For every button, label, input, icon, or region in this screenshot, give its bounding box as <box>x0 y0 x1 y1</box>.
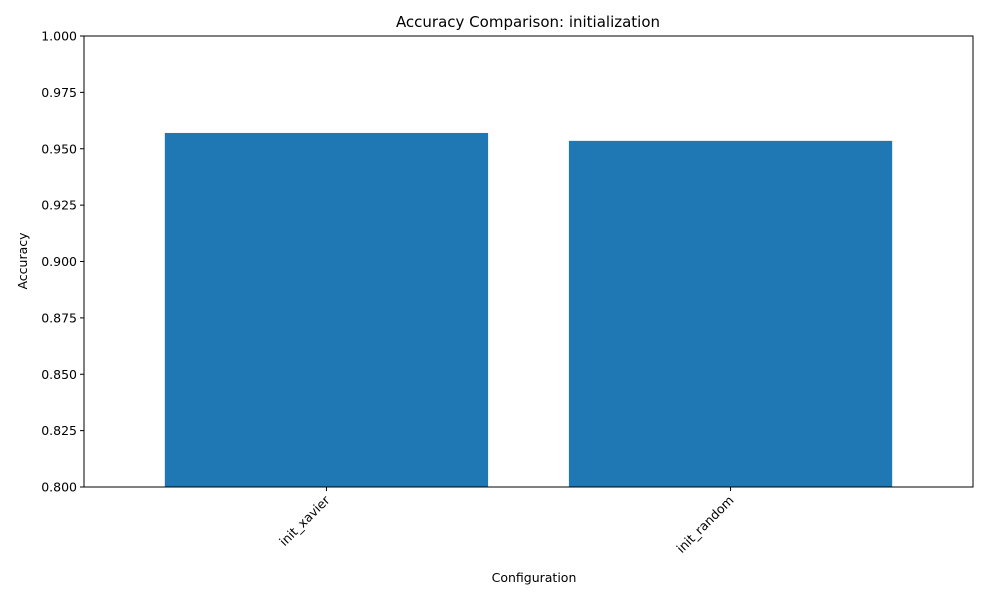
bar-init_xavier <box>164 132 489 487</box>
y-tick-label: 0.800 <box>41 480 77 495</box>
chart-title: Accuracy Comparison: initialization <box>396 13 660 31</box>
y-axis-label: Accuracy <box>15 232 30 290</box>
y-tick-label: 0.875 <box>41 310 77 325</box>
x-tick-label-init_random: init_random <box>673 493 736 556</box>
bar-init_random <box>568 140 893 488</box>
y-tick-label: 0.925 <box>41 198 77 213</box>
y-tick-label: 0.975 <box>41 85 77 100</box>
y-tick-label: 0.900 <box>41 254 77 269</box>
bars-layer <box>164 132 893 488</box>
y-tick-label: 1.000 <box>41 29 77 44</box>
y-tick-label: 0.850 <box>41 367 77 382</box>
x-axis-label: Configuration <box>492 570 577 585</box>
y-axis: 0.800 0.825 0.850 0.875 0.900 0.925 0.950 0.975… <box>41 29 84 495</box>
y-tick-label: 0.825 <box>41 423 77 438</box>
x-tick-label-init_xavier: init_xavier <box>276 492 333 549</box>
x-axis: init_xavier init_random <box>276 487 737 556</box>
y-tick-label: 0.950 <box>41 141 77 156</box>
